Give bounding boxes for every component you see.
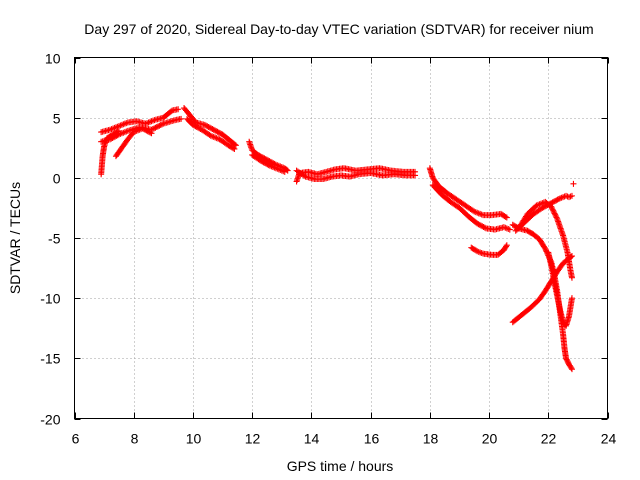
data-point-marker bbox=[159, 121, 166, 128]
data-point-marker bbox=[503, 214, 510, 221]
data-point-marker bbox=[568, 192, 575, 199]
y-tick-label: -5 bbox=[48, 231, 61, 247]
y-tick-label: 10 bbox=[45, 51, 61, 67]
x-tick-label: 22 bbox=[541, 431, 557, 447]
x-tick-label: 24 bbox=[601, 431, 617, 447]
data-point-marker bbox=[567, 193, 574, 200]
data-point-marker bbox=[550, 207, 557, 214]
data-point-marker bbox=[152, 124, 159, 131]
series-arc19 bbox=[570, 180, 577, 187]
data-point-marker bbox=[502, 213, 509, 220]
series-arc6 bbox=[184, 115, 238, 152]
data-point-marker bbox=[147, 129, 154, 136]
data-point-marker bbox=[549, 206, 556, 213]
data-point-marker bbox=[151, 125, 158, 132]
data-point-marker bbox=[481, 224, 488, 231]
data-point-marker bbox=[566, 194, 573, 201]
x-tick-label: 14 bbox=[304, 431, 320, 447]
data-point-marker bbox=[568, 274, 575, 281]
data-point-marker bbox=[230, 145, 237, 152]
y-tick-label: 0 bbox=[53, 171, 61, 187]
data-point-marker bbox=[555, 195, 562, 202]
data-point-marker bbox=[548, 203, 555, 210]
y-tick-label: -20 bbox=[40, 412, 60, 428]
data-point-marker bbox=[568, 364, 575, 371]
series-arc18 bbox=[545, 249, 575, 329]
data-point-marker bbox=[506, 226, 513, 233]
data-point-marker bbox=[178, 115, 185, 122]
data-points bbox=[98, 105, 577, 373]
series-arc8 bbox=[249, 151, 288, 175]
data-point-marker bbox=[153, 124, 160, 131]
data-point-marker bbox=[570, 180, 577, 187]
data-point-marker bbox=[155, 123, 162, 130]
series-arc10 bbox=[293, 167, 419, 183]
x-tick-label: 8 bbox=[131, 431, 139, 447]
data-point-marker bbox=[568, 366, 575, 373]
series-arc9 bbox=[293, 165, 419, 185]
data-point-marker bbox=[265, 162, 272, 169]
data-point-marker bbox=[568, 295, 575, 302]
grid-lines bbox=[74, 57, 608, 419]
data-point-marker bbox=[301, 172, 308, 179]
data-point-marker bbox=[114, 132, 121, 139]
data-point-marker bbox=[175, 106, 182, 113]
data-point-marker bbox=[412, 172, 419, 179]
series-arc16 bbox=[515, 198, 575, 281]
series-arc17 bbox=[509, 253, 575, 326]
chart-title: Day 297 of 2020, Sidereal Day-to-day VTE… bbox=[84, 21, 593, 37]
y-tick-label: -10 bbox=[40, 291, 60, 307]
data-point-marker bbox=[551, 210, 558, 217]
data-point-marker bbox=[503, 225, 510, 232]
data-point-marker bbox=[281, 168, 288, 175]
series-arc2 bbox=[98, 106, 182, 136]
data-point-marker bbox=[548, 205, 555, 212]
data-point-marker bbox=[552, 213, 559, 220]
data-point-marker bbox=[503, 242, 510, 249]
data-point-marker bbox=[568, 253, 575, 260]
series-arc5 bbox=[181, 105, 239, 149]
x-tick-label: 6 bbox=[72, 431, 80, 447]
data-point-marker bbox=[567, 253, 574, 260]
data-point-marker bbox=[156, 122, 163, 129]
data-point-marker bbox=[148, 130, 155, 137]
data-point-marker bbox=[503, 243, 510, 250]
data-point-marker bbox=[284, 167, 291, 174]
series-arc12 bbox=[429, 182, 513, 233]
x-tick-label: 18 bbox=[423, 431, 439, 447]
plot-frame bbox=[74, 57, 608, 419]
data-point-marker bbox=[149, 126, 156, 133]
series-arc7 bbox=[246, 138, 291, 174]
data-point-marker bbox=[231, 145, 238, 152]
data-point-marker bbox=[553, 214, 560, 221]
x-axis-label: GPS time / hours bbox=[287, 458, 394, 474]
y-tick-label: 5 bbox=[53, 111, 61, 127]
data-point-marker bbox=[157, 122, 164, 129]
x-tick-label: 16 bbox=[364, 431, 380, 447]
series-arc13 bbox=[468, 242, 510, 258]
x-tick-label: 10 bbox=[186, 431, 202, 447]
y-tick-label: -15 bbox=[40, 351, 60, 367]
data-point-marker bbox=[168, 108, 175, 115]
data-point-marker bbox=[542, 245, 549, 252]
y-axis-label: SDTVAR / TECUs bbox=[7, 182, 23, 294]
data-point-marker bbox=[552, 211, 559, 218]
x-tick-label: 12 bbox=[245, 431, 261, 447]
series-arc4 bbox=[112, 125, 155, 160]
data-point-marker bbox=[550, 209, 557, 216]
series-arc11 bbox=[426, 165, 510, 221]
axis-ticks: 6 8 10 12 14 16 18 20 22 24 10 5 0 -5 -10 -15 -20 bbox=[40, 51, 616, 447]
data-point-marker bbox=[232, 142, 239, 149]
data-point-marker bbox=[473, 247, 480, 254]
x-tick-label: 20 bbox=[482, 431, 498, 447]
